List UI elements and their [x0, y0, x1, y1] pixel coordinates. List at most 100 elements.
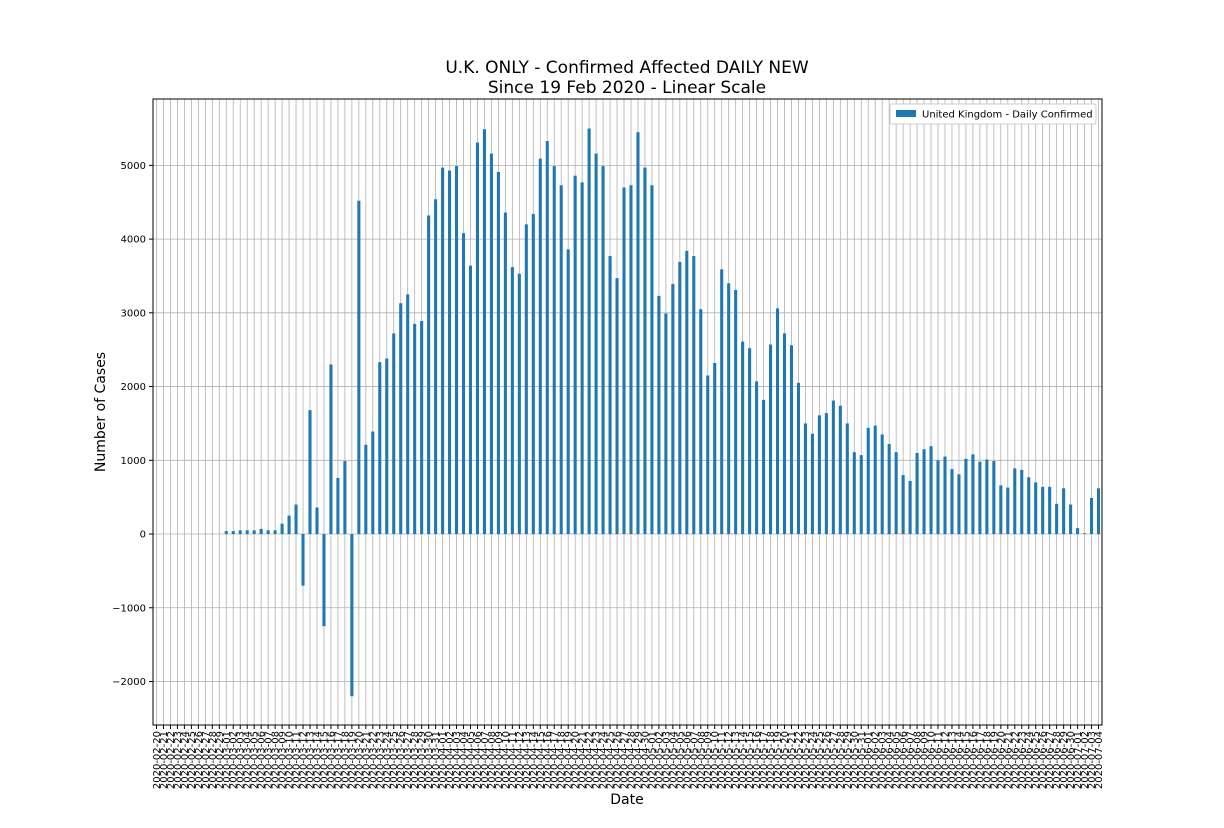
x-tick-label: 2020-05-29 — [843, 731, 854, 789]
x-tick-label: 2020-02-26 — [194, 731, 205, 789]
bar — [273, 530, 277, 535]
bar — [510, 267, 514, 535]
x-tick-label: 2020-06-07 — [906, 731, 917, 789]
x-tick-label: 2020-03-04 — [243, 731, 254, 789]
bar — [796, 382, 800, 535]
bar — [406, 294, 410, 535]
x-tick-label: 2020-05-22 — [794, 731, 805, 789]
bar — [873, 425, 877, 535]
bar — [964, 458, 968, 535]
bar — [336, 477, 340, 535]
x-tick-label: 2020-04-06 — [473, 731, 484, 789]
bar — [769, 344, 773, 535]
x-tick-label: 2020-05-12 — [724, 731, 735, 789]
bar — [252, 530, 256, 535]
bar — [908, 480, 912, 535]
bar — [887, 444, 891, 535]
x-tick-label: 2020-02-24 — [180, 731, 191, 789]
x-tick-label: 2020-03-01 — [222, 731, 233, 789]
bar — [503, 212, 507, 535]
bar — [461, 233, 466, 535]
x-tick-label: 2020-06-01 — [864, 731, 875, 789]
x-tick-label: 2020-05-13 — [731, 731, 742, 789]
x-tick-label: 2020-03-20 — [354, 731, 365, 789]
bar — [978, 461, 982, 535]
bar — [727, 283, 731, 535]
bar — [824, 413, 828, 535]
bar — [817, 415, 821, 535]
x-tick-label: 2020-05-21 — [787, 731, 798, 789]
bar — [315, 507, 319, 535]
x-tick-label: 2020-06-18 — [982, 731, 993, 789]
bar — [343, 461, 347, 535]
bar — [734, 289, 738, 535]
bar — [755, 381, 759, 535]
x-tick-label: 2020-03-05 — [250, 731, 261, 789]
bar — [552, 166, 556, 535]
y-tick-label: −2000 — [112, 677, 146, 688]
bar — [378, 362, 382, 535]
x-tick-label: 2020-05-15 — [745, 731, 756, 789]
bar — [608, 256, 612, 535]
bar — [371, 431, 375, 535]
bar — [692, 256, 696, 535]
x-tick-label: 2020-06-17 — [975, 731, 986, 789]
bar — [329, 364, 333, 535]
bar — [350, 534, 354, 697]
x-tick-label: 2020-03-26 — [396, 731, 407, 789]
x-axis-label: Date — [610, 792, 643, 808]
bar — [615, 278, 619, 535]
bar — [992, 461, 996, 535]
bar — [1027, 477, 1031, 535]
bar — [657, 295, 661, 535]
bar — [322, 534, 326, 627]
x-tick-label: 2020-05-04 — [668, 731, 679, 789]
x-tick-label: 2020-06-10 — [927, 731, 938, 789]
bar — [280, 523, 284, 535]
plot-frame — [152, 98, 1103, 726]
bar — [1069, 504, 1073, 535]
bar — [448, 170, 452, 535]
bar — [1055, 503, 1059, 535]
x-tick-label: 2020-05-16 — [752, 731, 763, 789]
x-tick-label: 2020-03-11 — [292, 731, 303, 789]
x-tick-label: 2020-04-09 — [494, 731, 505, 789]
bar — [1083, 533, 1087, 535]
bar — [392, 333, 396, 535]
bar — [636, 132, 640, 535]
x-tick-label: 2020-06-06 — [899, 731, 910, 789]
x-tick-label: 2020-06-19 — [989, 731, 1000, 789]
x-tick-label: 2020-03-13 — [306, 731, 317, 789]
bar — [685, 250, 689, 535]
x-tick-label: 2020-04-24 — [599, 731, 610, 789]
x-tick-label: 2020-05-20 — [780, 731, 791, 789]
bar — [901, 475, 905, 535]
bar — [748, 348, 752, 535]
bar — [357, 200, 361, 535]
bar — [650, 185, 654, 535]
x-tick-label: 2020-05-02 — [654, 731, 665, 789]
bar — [894, 452, 898, 535]
bar — [803, 423, 807, 535]
y-tick-label: −1000 — [112, 603, 146, 614]
x-tick-label: 2020-03-14 — [312, 731, 323, 789]
bar — [364, 444, 368, 535]
x-tick-label: 2020-05-03 — [661, 731, 672, 789]
x-tick-label: 2020-06-05 — [892, 731, 903, 789]
bar — [810, 433, 814, 535]
bar — [713, 362, 717, 535]
x-tick-label: 2020-04-03 — [452, 731, 463, 789]
bar — [741, 341, 745, 535]
bar — [762, 399, 766, 535]
legend-label: United Kingdom - Daily Confirmed — [922, 110, 1093, 121]
bar — [720, 269, 724, 535]
bar — [831, 400, 835, 535]
x-tick-label: 2020-03-17 — [333, 731, 344, 789]
bar — [1034, 482, 1038, 535]
x-tick-label: 2020-04-25 — [606, 731, 617, 789]
x-tick-label: 2020-04-14 — [529, 731, 540, 789]
x-tick-label: 2020-02-25 — [187, 731, 198, 789]
x-tick-label: 2020-05-14 — [738, 731, 749, 789]
x-tick-label: 2020-06-22 — [1010, 731, 1021, 789]
